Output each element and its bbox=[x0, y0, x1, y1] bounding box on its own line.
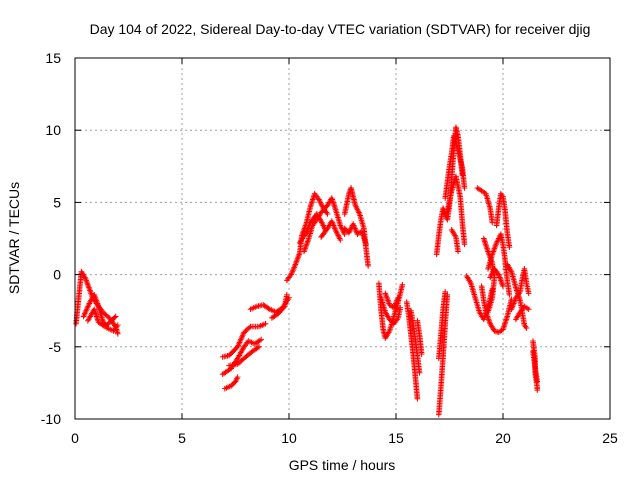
data-point bbox=[365, 263, 371, 269]
y-tick-label: -5 bbox=[49, 339, 62, 355]
data-point bbox=[525, 290, 532, 297]
data-point bbox=[258, 336, 264, 343]
y-tick-label: 15 bbox=[45, 50, 61, 66]
data-point bbox=[461, 241, 468, 248]
data-point bbox=[254, 344, 261, 351]
x-tick-label: 25 bbox=[602, 430, 618, 446]
data-point bbox=[534, 387, 541, 393]
data-point bbox=[337, 237, 344, 243]
x-tick-label: 5 bbox=[178, 430, 186, 446]
x-tick-label: 0 bbox=[71, 430, 79, 446]
y-axis-label: SDTVAR / TECUs bbox=[6, 182, 22, 294]
data-point bbox=[416, 369, 423, 376]
data-point bbox=[395, 294, 401, 301]
data-point bbox=[442, 289, 449, 295]
y-tick-label: -10 bbox=[41, 411, 61, 427]
grid bbox=[75, 58, 610, 419]
data-point bbox=[500, 283, 506, 289]
data-point bbox=[112, 313, 119, 320]
data-point bbox=[257, 337, 263, 344]
data-point bbox=[523, 325, 530, 331]
data-point bbox=[115, 322, 121, 328]
data-point bbox=[284, 292, 290, 298]
data-point bbox=[461, 185, 468, 191]
data-marks bbox=[73, 124, 541, 418]
data-point bbox=[111, 314, 118, 321]
plot-frame bbox=[74, 57, 611, 420]
data-point bbox=[324, 211, 331, 217]
chart-title: Day 104 of 2022, Sidereal Day-to-day VTE… bbox=[90, 21, 591, 37]
x-tick-labels: 0 5 10 15 20 25 bbox=[71, 430, 618, 446]
data-point bbox=[234, 375, 240, 382]
data-point bbox=[455, 248, 461, 255]
x-axis-label: GPS time / hours bbox=[289, 457, 396, 473]
data-point bbox=[265, 305, 272, 312]
data-point bbox=[115, 331, 121, 337]
data-point bbox=[341, 231, 348, 237]
data-point bbox=[414, 395, 421, 402]
data-point bbox=[506, 244, 513, 250]
data-point bbox=[397, 305, 404, 311]
data-point bbox=[363, 241, 369, 248]
data-point bbox=[246, 324, 252, 331]
x-tick-label: 10 bbox=[281, 430, 297, 446]
x-tick-label: 20 bbox=[495, 430, 511, 446]
data-point bbox=[525, 306, 532, 313]
y-tick-label: 0 bbox=[53, 267, 61, 283]
data-point bbox=[234, 374, 241, 380]
data-point bbox=[489, 219, 496, 226]
x-tick-label: 15 bbox=[388, 430, 404, 446]
y-tick-label: 5 bbox=[53, 194, 61, 210]
axis-ticks bbox=[74, 57, 611, 420]
y-tick-labels: -10 -5 0 5 10 15 bbox=[41, 50, 61, 427]
data-point bbox=[280, 304, 287, 311]
data-point bbox=[399, 281, 406, 288]
data-point bbox=[534, 378, 541, 385]
data-point bbox=[506, 292, 513, 298]
data-point bbox=[256, 344, 262, 350]
data-point bbox=[262, 320, 269, 327]
data-point bbox=[418, 351, 425, 357]
y-tick-label: 10 bbox=[45, 122, 61, 138]
